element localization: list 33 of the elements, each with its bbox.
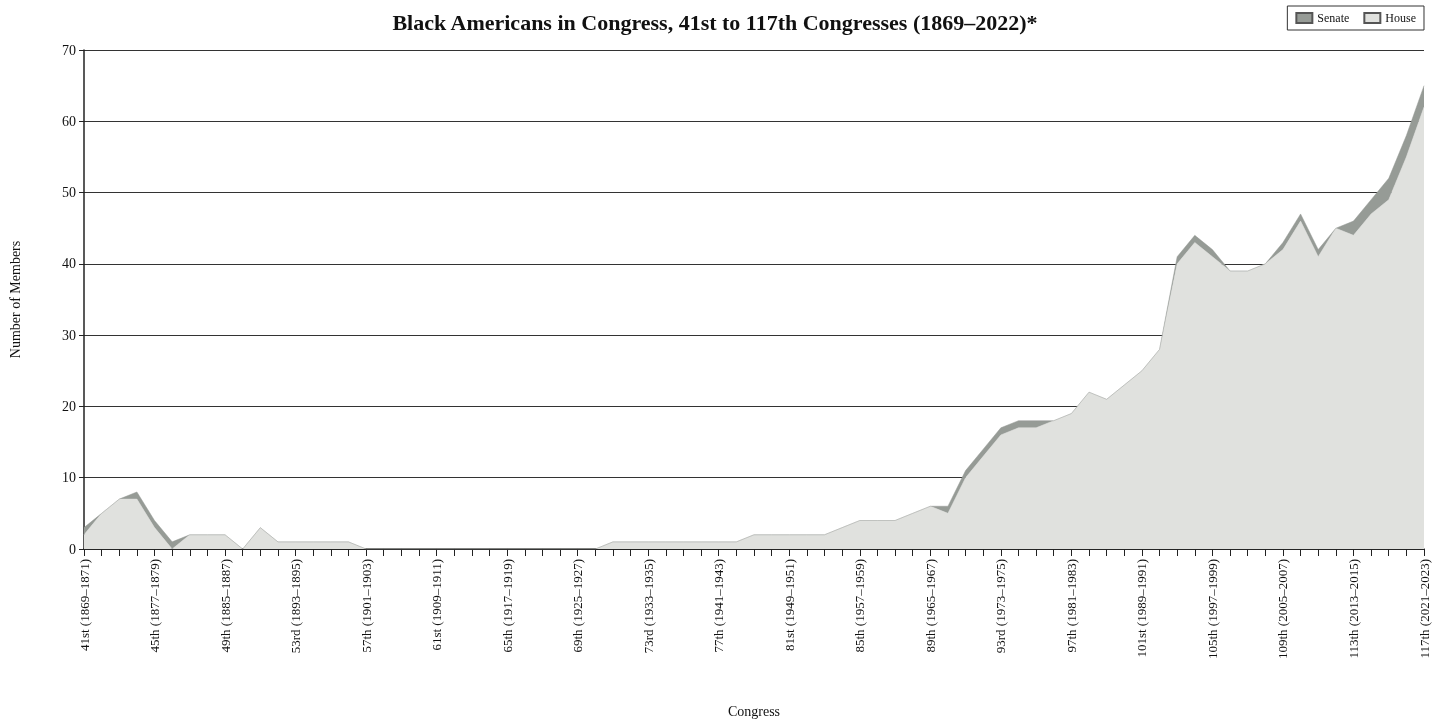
x-tick-label: 57th (1901–1903) (358, 559, 374, 653)
y-tick-label: 70 (62, 42, 76, 58)
x-tick-label: 45th (1877–1879) (147, 559, 163, 653)
legend-label: Senate (1317, 11, 1350, 25)
x-tick-label: 109th (2005–2007) (1275, 559, 1291, 660)
x-tick-label: 81st (1949–1951) (781, 559, 797, 652)
y-tick-label: 40 (62, 256, 76, 272)
y-tick-label: 50 (62, 185, 76, 201)
legend-label: House (1385, 11, 1417, 25)
x-tick-label: 93rd (1973–1975) (993, 559, 1009, 654)
x-tick-label: 105th (1997–1999) (1204, 559, 1220, 660)
x-tick-label: 89th (1965–1967) (922, 559, 938, 653)
x-tick-label: 97th (1981–1983) (1063, 559, 1079, 653)
x-tick-label: 53rd (1893–1895) (288, 559, 304, 654)
x-tick-label: 113th (2013–2015) (1345, 559, 1361, 659)
y-axis-title: Number of Members (7, 240, 23, 359)
x-tick-label: 117th (2021–2023) (1416, 559, 1432, 659)
x-tick-label: 101st (1989–1991) (1134, 559, 1150, 658)
y-tick-label: 60 (62, 113, 76, 129)
x-tick-label: 77th (1941–1943) (711, 559, 727, 653)
x-tick-label: 49th (1885–1887) (217, 559, 233, 653)
y-tick-label: 20 (62, 398, 76, 414)
y-tick-label: 30 (62, 327, 76, 343)
chart-title: Black Americans in Congress, 41st to 117th Congresses (1869–2022)* (392, 9, 1038, 35)
x-tick-label: 69th (1925–1927) (570, 559, 586, 653)
y-tick-label: 10 (62, 470, 76, 486)
x-tick-label: 73rd (1933–1935) (640, 559, 656, 654)
x-axis-title: Congress (727, 703, 781, 719)
x-tick-label: 41st (1869–1871) (76, 559, 92, 652)
y-tick-label: 0 (69, 541, 76, 557)
x-tick-label: 61st (1909–1911) (429, 559, 445, 651)
x-tick-label: 85th (1957–1959) (852, 559, 868, 653)
x-tick-label: 65th (1917–1919) (499, 559, 515, 653)
